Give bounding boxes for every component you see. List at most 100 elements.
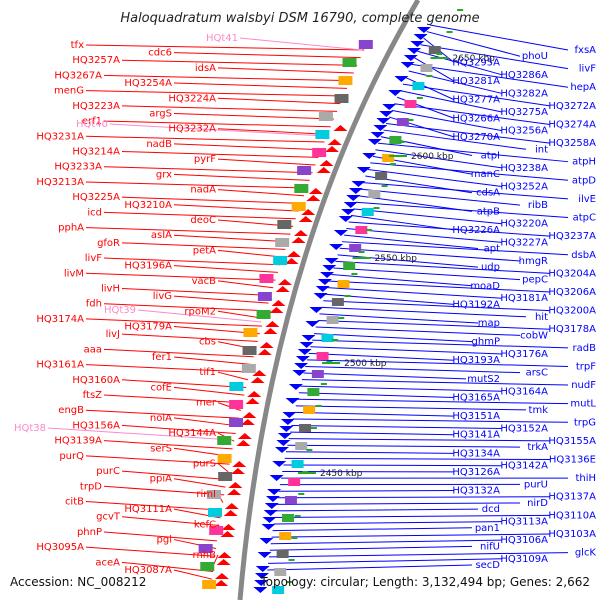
connector-line: [348, 221, 551, 237]
gene-label: HQ3286A: [500, 70, 548, 81]
connector-line: [331, 274, 473, 287]
reverse-gene-arrow: [280, 419, 295, 425]
connector-line: [329, 280, 551, 293]
forward-gene-arrow: [232, 461, 247, 467]
gene-label: livM: [64, 268, 84, 279]
reverse-gene-arrow: [322, 265, 337, 271]
feature-block: [274, 568, 287, 576]
reverse-gene-arrow: [272, 461, 287, 467]
connector-line: [344, 234, 479, 250]
gene-label: nudF: [571, 380, 596, 391]
connector-line: [217, 280, 274, 289]
connector-line: [290, 431, 455, 436]
feature-block: [396, 118, 409, 126]
gene-label: HQ3281A: [452, 76, 500, 87]
reverse-gene-arrow: [362, 153, 377, 159]
feature-block: [420, 64, 433, 72]
connector-line: [273, 521, 503, 525]
gene-label: HQ3225A: [72, 192, 120, 203]
connector-line: [270, 539, 503, 545]
connector-line: [278, 490, 455, 492]
feature-block: [256, 310, 271, 319]
connector-line: [414, 57, 455, 82]
connector-line: [109, 123, 325, 137]
gene-label: apt: [484, 244, 500, 255]
reverse-gene-arrow: [254, 580, 269, 586]
connector-line: [357, 195, 473, 212]
reverse-gene-arrow: [341, 209, 356, 215]
reverse-gene-arrow: [254, 573, 269, 579]
connector-line: [173, 112, 334, 120]
gene-label: argS: [149, 108, 172, 119]
reverse-gene-arrow: [269, 475, 284, 481]
topology-text: Topology: circular; Length: 3,132,494 bp…: [259, 575, 590, 589]
gene-label: cbs: [199, 337, 216, 348]
forward-gene-arrow: [291, 237, 306, 243]
reverse-gene-arrow: [282, 412, 297, 418]
connector-line: [85, 181, 307, 189]
connector-line: [268, 552, 569, 558]
connector-line: [137, 309, 262, 323]
forward-gene-arrow: [237, 433, 252, 439]
connector-line: [355, 201, 569, 219]
connector-line: [121, 516, 220, 527]
connector-line: [121, 151, 319, 158]
connector-line: [297, 398, 569, 405]
gene-label: mutS2: [467, 374, 500, 385]
connector-line: [362, 182, 569, 200]
feature-block: [303, 406, 316, 414]
gene-label: nifU: [480, 541, 500, 552]
connector-line: [85, 90, 344, 97]
connector-line: [85, 44, 365, 51]
connector-line: [339, 247, 521, 262]
connector-line: [173, 356, 252, 365]
connector-line: [319, 313, 479, 324]
feature-block: [355, 226, 368, 234]
reverse-gene-arrow: [262, 517, 277, 523]
reverse-gene-arrow: [288, 384, 303, 390]
gene-label: ribB: [528, 200, 548, 211]
forward-gene-arrow: [327, 139, 342, 145]
feature-block: [412, 82, 425, 90]
connector-line: [305, 365, 521, 374]
reverse-gene-arrow: [394, 76, 409, 82]
forward-gene-arrow: [265, 321, 280, 327]
gene-label: phnP: [77, 527, 102, 538]
gene-label: udp: [481, 262, 500, 273]
reverse-gene-arrow: [299, 342, 314, 348]
reverse-gene-arrow: [305, 321, 320, 327]
reverse-gene-arrow: [373, 125, 388, 131]
connector-line: [426, 31, 521, 57]
reverse-gene-arrow: [297, 349, 312, 355]
connector-line: [429, 24, 569, 51]
reverse-gene-arrow: [279, 426, 294, 432]
reverse-gene-arrow: [388, 90, 403, 96]
feature-block: [312, 148, 327, 157]
gene-label: HQ3272A: [548, 101, 596, 112]
feature-block: [209, 526, 224, 535]
reverse-gene-arrow: [317, 279, 332, 285]
connector-line: [103, 211, 296, 220]
gene-label: HQ3214A: [72, 147, 120, 158]
genome-backbone: [237, 0, 421, 600]
gene-label: HQ3196A: [124, 261, 172, 272]
reverse-gene-arrow: [400, 62, 415, 68]
gene-label: HQ3226A: [452, 225, 500, 236]
forward-gene-arrow: [324, 146, 339, 152]
gene-label: purU: [524, 479, 548, 490]
rna-label: HQt40: [76, 119, 108, 130]
connector-line: [103, 440, 233, 450]
gene-label: HQ3193A: [452, 355, 500, 366]
connector-line: [378, 142, 569, 163]
connector-line: [213, 554, 219, 565]
gene-label: HQ3257A: [72, 55, 120, 66]
connector-line: [239, 37, 363, 51]
reverse-gene-arrow: [261, 524, 276, 530]
gene-label: HQ3237A: [548, 231, 596, 242]
connector-line: [335, 260, 551, 274]
connector-line: [317, 319, 551, 330]
gene-label: HQ3200A: [548, 306, 596, 317]
forward-gene-arrow: [242, 412, 257, 418]
connector-line: [337, 254, 479, 268]
gene-label: pgl: [157, 535, 172, 546]
